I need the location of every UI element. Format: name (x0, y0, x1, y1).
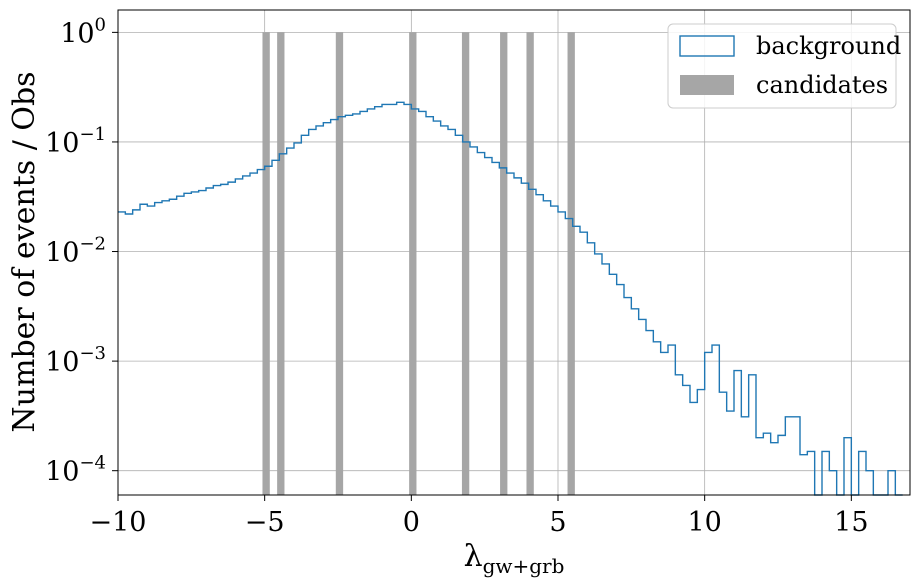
candidate-bar (277, 32, 285, 495)
y-tick-label: 10−1 (45, 124, 106, 159)
candidate-bar (567, 32, 575, 495)
y-tick-label: 10−4 (45, 453, 106, 488)
candidate-bars (262, 32, 575, 495)
x-tick-label: 5 (549, 507, 566, 538)
legend-swatch-background (679, 35, 735, 57)
x-tick-label: −10 (90, 507, 147, 538)
y-tick-label: 10−3 (45, 343, 106, 378)
legend-swatch-candidates (680, 75, 734, 95)
plot-frame (117, 9, 911, 496)
candidate-bar (335, 32, 344, 495)
candidate-bar (500, 32, 508, 495)
legend-label-candidates: candidates (756, 71, 888, 99)
candidate-bar (409, 32, 417, 495)
legend-label-background: background (756, 32, 901, 60)
x-tick-label: −5 (245, 507, 285, 538)
y-axis-title: Number of events / Obs (7, 71, 42, 432)
candidate-bar (461, 32, 470, 495)
background-step-line (118, 101, 903, 496)
candidate-bar (526, 32, 534, 495)
y-tick-label: 100 (60, 14, 106, 49)
axis-ticks: −10 −5 0 5 10 15 100 10−1 10−2 10−3 10−4 (45, 14, 868, 538)
x-tick-label: 0 (403, 507, 420, 538)
x-axis-title: λgw+grb (464, 539, 565, 578)
candidate-bar (262, 32, 270, 495)
y-tick-label: 10−2 (45, 234, 106, 269)
x-tick-label: 15 (834, 507, 868, 538)
legend: background candidates (667, 23, 901, 109)
x-tick-label: 10 (687, 507, 721, 538)
